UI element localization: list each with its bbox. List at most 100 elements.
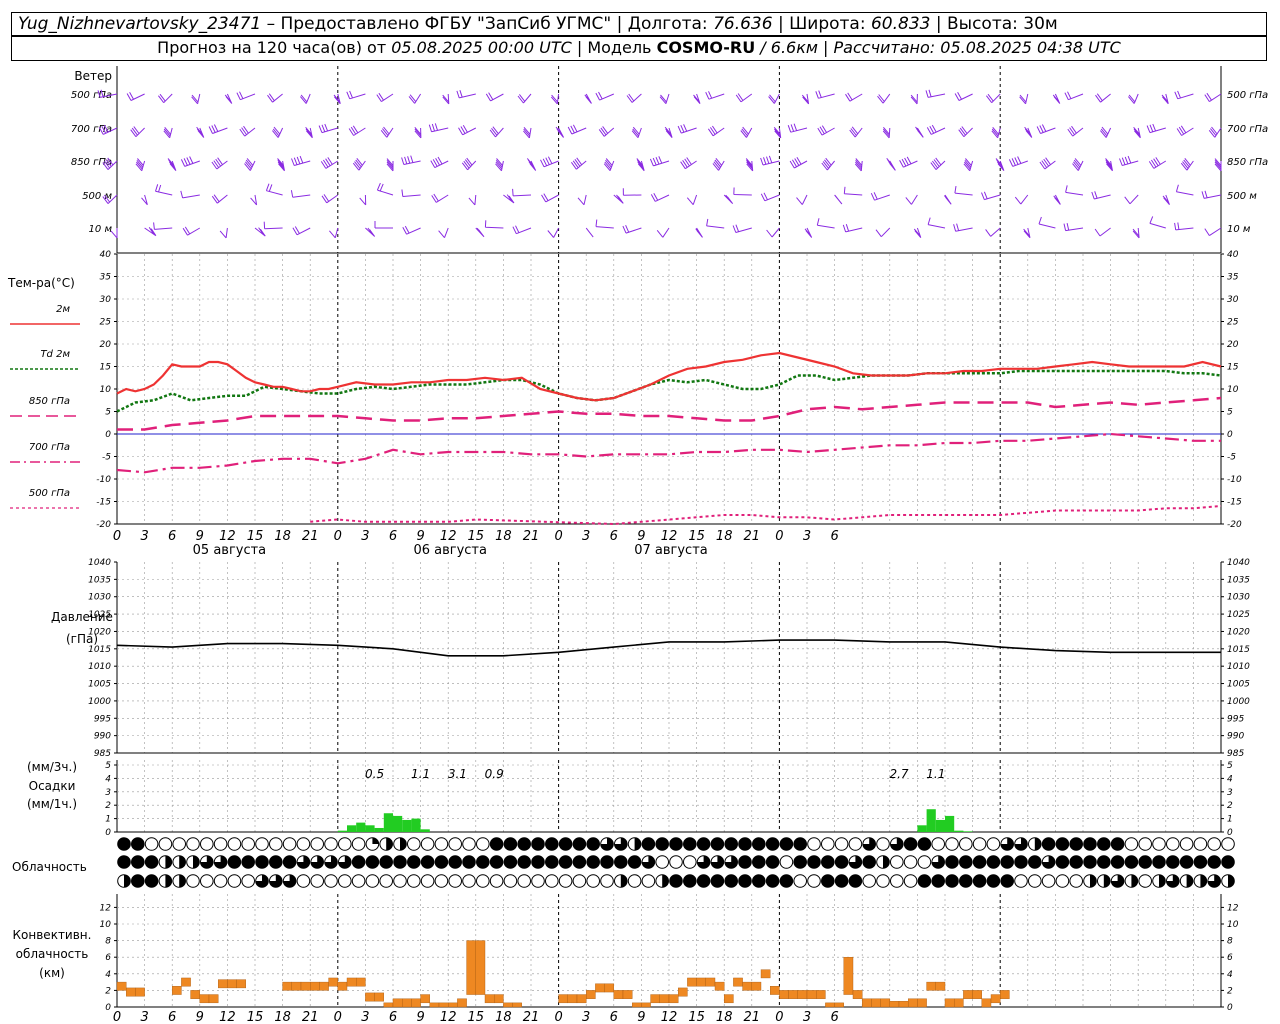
cloud-symbol-fill: [849, 855, 862, 869]
convective-bar: [346, 977, 357, 987]
temp-axis-label-left: 35: [100, 273, 112, 283]
wind-barb: [815, 90, 835, 99]
convective-bar: [181, 977, 191, 987]
wind-barb: [1204, 92, 1222, 103]
wind-barb: [163, 126, 173, 139]
cloud-symbol: [462, 874, 476, 888]
temp-x-tick-label: 12: [661, 529, 678, 544]
cloud-symbol: [351, 874, 366, 888]
convective-bar: [116, 981, 127, 991]
convective-bar: [328, 977, 339, 987]
temp-axis-label-right: 5: [1227, 408, 1233, 418]
pressure-axis-label-left: 985: [94, 749, 111, 759]
precip-bar: [347, 825, 357, 832]
cloud-symbol: [586, 855, 601, 869]
cloud-symbol: [614, 855, 628, 869]
date-label: 05 августа: [193, 543, 267, 558]
wind-barb: [254, 227, 266, 237]
wind-barb: [963, 158, 974, 172]
wind-barb: [540, 156, 559, 168]
cloud-symbol: [448, 874, 463, 888]
temp-axis-label-left: 10: [100, 385, 112, 395]
cloud-symbol: [903, 837, 918, 851]
convective-bar: [576, 994, 587, 1004]
wind-barb: [484, 220, 504, 229]
wind-barb: [723, 194, 734, 205]
temp-axis-label-left: -10: [96, 475, 111, 485]
wind-barb: [735, 93, 753, 103]
cloud-symbol: [517, 837, 532, 851]
wind-barb: [925, 89, 946, 98]
convective-bar: [742, 981, 752, 991]
wind-barb: [991, 126, 1001, 139]
wind-barb: [585, 227, 594, 238]
temp-axis-label-right: -15: [1227, 498, 1242, 508]
wind-barb: [995, 158, 1005, 172]
cloud-symbol-fill: [324, 855, 338, 869]
temp-axis-label-left: 40: [100, 250, 112, 260]
cloud-symbol: [931, 874, 946, 888]
precip-axis-label-left: 2: [105, 801, 111, 811]
wind-barb: [577, 194, 587, 206]
header-line-2: Прогноз на 120 часа(ов) от 05.08.2025 00…: [11, 36, 1267, 61]
wind-barb: [277, 158, 285, 172]
cloud-symbol-fill: [614, 837, 628, 851]
cloud-symbol: [959, 855, 973, 869]
wind-barb: [584, 93, 592, 104]
pressure-axis-label-left: 1030: [88, 593, 111, 603]
wind-barb: [686, 194, 698, 206]
conv-x-tick-label: 15: [468, 1010, 485, 1024]
cloud-symbol: [972, 874, 987, 888]
conv-x-tick-label: 9: [196, 1010, 204, 1024]
cloud-symbol: [765, 837, 780, 851]
temp-axis-label-right: -20: [1227, 520, 1242, 530]
cloud-symbol-fill: [310, 855, 324, 869]
wind-barb: [1204, 227, 1222, 237]
temp-axis-label-right: 10: [1227, 385, 1239, 395]
wind-barb: [656, 227, 670, 238]
convective-bar: [494, 994, 504, 1004]
convective-bar: [484, 994, 495, 1004]
cloud-symbol: [186, 837, 200, 851]
wind-barb: [102, 194, 118, 204]
cloud-symbol-fill: [179, 855, 186, 869]
wind-barb: [1105, 158, 1113, 172]
cloud-symbol: [1000, 874, 1015, 888]
cloud-symbol: [890, 855, 904, 869]
temp-axis-label-right: 35: [1227, 273, 1239, 283]
cloud-symbol: [821, 855, 835, 869]
cloud-symbol: [986, 874, 1001, 888]
cloud-symbol: [558, 855, 573, 869]
cloud-symbol: [807, 837, 821, 851]
conv-x-tick-label: 18: [274, 1010, 291, 1024]
wind-barb: [849, 126, 863, 138]
cloud-symbol: [793, 874, 808, 888]
cloud-symbol: [241, 837, 255, 851]
precip-bar: [337, 830, 347, 832]
wind-barb: [414, 126, 422, 139]
convective-bar: [586, 990, 596, 999]
wind-barb: [1180, 157, 1194, 171]
wind-barb: [789, 156, 808, 169]
wind-barb: [1146, 123, 1166, 134]
wind-barb: [346, 90, 366, 100]
convective-bar: [374, 992, 385, 1002]
precip-axis-label-left: 0: [105, 828, 111, 838]
cloud-symbol: [448, 855, 463, 869]
convective-bar: [503, 1002, 513, 1008]
convective-bar: [448, 1002, 458, 1008]
conv-x-tick-label: 0: [554, 1010, 562, 1024]
cloud-symbol: [669, 837, 683, 851]
wind-barb: [910, 93, 918, 105]
cloud-symbol: [1028, 855, 1042, 869]
cloud-symbol: [365, 874, 380, 888]
precip-bar: [926, 809, 936, 832]
temp-legend-label: 500 гПа: [29, 488, 70, 499]
cloud-symbol-fill: [400, 837, 407, 851]
temp-axis-label-left: -15: [96, 498, 111, 508]
pressure-axis-label-right: 1025: [1227, 610, 1250, 620]
convective-bar: [705, 977, 716, 987]
convective-bar: [843, 957, 854, 995]
convective-bar: [650, 994, 660, 1004]
